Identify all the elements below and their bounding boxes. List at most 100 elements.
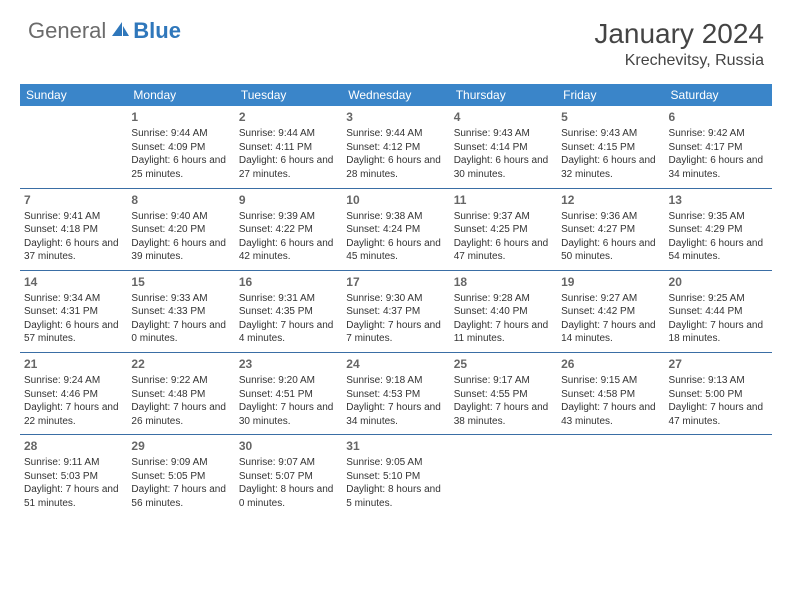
sunrise-line: Sunrise: 9:36 AM — [561, 210, 660, 224]
sunrise-line: Sunrise: 9:05 AM — [346, 456, 445, 470]
calendar-day-cell: 20 Sunrise: 9:25 AMSunset: 4:44 PMDayligh… — [665, 270, 772, 352]
sunset-line: Sunset: 4:44 PM — [669, 305, 768, 319]
calendar-empty-cell — [557, 435, 664, 517]
calendar-day-cell: 2Sunrise: 9:44 AMSunset: 4:11 PMDaylight… — [235, 106, 342, 188]
calendar-day-cell: 18Sunrise: 9:28 AMSunset: 4:40 PMDayligh… — [450, 270, 557, 352]
brand-logo: General Blue — [28, 18, 181, 44]
sunrise-line: Sunrise: 9:30 AM — [346, 292, 445, 306]
sunset-line: Sunset: 4:31 PM — [24, 305, 123, 319]
calendar-day-cell: 15Sunrise: 9:33 AMSunset: 4:33 PMDayligh… — [127, 270, 234, 352]
sunset-line: Sunset: 4:48 PM — [131, 388, 230, 402]
month-title: January 2024 — [594, 18, 764, 50]
daylight-line: Daylight: 6 hours and 39 minutes. — [131, 237, 230, 264]
daylight-line: Daylight: 7 hours and 11 minutes. — [454, 319, 553, 346]
sunrise-line: Sunrise: 9:40 AM — [131, 210, 230, 224]
sunset-line: Sunset: 4:17 PM — [669, 141, 768, 155]
day-number: 20 — [669, 274, 768, 290]
calendar-day-cell: 5Sunrise: 9:43 AMSunset: 4:15 PMDaylight… — [557, 106, 664, 188]
daylight-line: Daylight: 7 hours and 56 minutes. — [131, 483, 230, 510]
sunrise-line: Sunrise: 9:41 AM — [24, 210, 123, 224]
sunset-line: Sunset: 4:58 PM — [561, 388, 660, 402]
sunset-line: Sunset: 4:18 PM — [24, 223, 123, 237]
calendar-day-cell: 22Sunrise: 9:22 AMSunset: 4:48 PMDayligh… — [127, 352, 234, 434]
daylight-line: Daylight: 6 hours and 28 minutes. — [346, 154, 445, 181]
calendar-week-row: 21Sunrise: 9:24 AMSunset: 4:46 PMDayligh… — [20, 352, 772, 434]
day-number: 17 — [346, 274, 445, 290]
calendar-day-cell: 25Sunrise: 9:17 AMSunset: 4:55 PMDayligh… — [450, 352, 557, 434]
calendar-day-cell: 12Sunrise: 9:36 AMSunset: 4:27 PMDayligh… — [557, 188, 664, 270]
sunset-line: Sunset: 4:12 PM — [346, 141, 445, 155]
calendar-week-row: 28Sunrise: 9:11 AMSunset: 5:03 PMDayligh… — [20, 435, 772, 517]
daylight-line: Daylight: 6 hours and 45 minutes. — [346, 237, 445, 264]
calendar-day-cell: 21Sunrise: 9:24 AMSunset: 4:46 PMDayligh… — [20, 352, 127, 434]
calendar-day-cell: 7Sunrise: 9:41 AMSunset: 4:18 PMDaylight… — [20, 188, 127, 270]
day-number: 4 — [454, 109, 553, 125]
day-number: 16 — [239, 274, 338, 290]
daylight-line: Daylight: 7 hours and 14 minutes. — [561, 319, 660, 346]
brand-part1: General — [28, 18, 106, 44]
sunrise-line: Sunrise: 9:27 AM — [561, 292, 660, 306]
sunrise-line: Sunrise: 9:44 AM — [239, 127, 338, 141]
sunrise-line: Sunrise: 9:25 AM — [669, 292, 768, 306]
sunrise-line: Sunrise: 9:42 AM — [669, 127, 768, 141]
sunrise-line: Sunrise: 9:28 AM — [454, 292, 553, 306]
calendar-day-cell: 29Sunrise: 9:09 AMSunset: 5:05 PMDayligh… — [127, 435, 234, 517]
weekday-header: Thursday — [450, 84, 557, 106]
day-number: 30 — [239, 438, 338, 454]
sunrise-line: Sunrise: 9:17 AM — [454, 374, 553, 388]
daylight-line: Daylight: 6 hours and 37 minutes. — [24, 237, 123, 264]
sunset-line: Sunset: 4:35 PM — [239, 305, 338, 319]
sunrise-line: Sunrise: 9:39 AM — [239, 210, 338, 224]
calendar-day-cell: 8 Sunrise: 9:40 AMSunset: 4:20 PMDaylight… — [127, 188, 234, 270]
sunrise-line: Sunrise: 9:37 AM — [454, 210, 553, 224]
sunrise-line: Sunrise: 9:09 AM — [131, 456, 230, 470]
daylight-line: Daylight: 7 hours and 34 minutes. — [346, 401, 445, 428]
calendar-day-cell: 19Sunrise: 9:27 AMSunset: 4:42 PMDayligh… — [557, 270, 664, 352]
day-number: 5 — [561, 109, 660, 125]
calendar-day-cell: 3 Sunrise: 9:44 AMSunset: 4:12 PMDaylight… — [342, 106, 449, 188]
brand-sail-icon — [110, 20, 130, 43]
sunrise-line: Sunrise: 9:31 AM — [239, 292, 338, 306]
daylight-line: Daylight: 7 hours and 18 minutes. — [669, 319, 768, 346]
daylight-line: Daylight: 6 hours and 34 minutes. — [669, 154, 768, 181]
day-number: 12 — [561, 192, 660, 208]
calendar-day-cell: 28Sunrise: 9:11 AMSunset: 5:03 PMDayligh… — [20, 435, 127, 517]
calendar-empty-cell — [20, 106, 127, 188]
header: General Blue January 2024 Krechevitsy, R… — [0, 0, 792, 78]
daylight-line: Daylight: 8 hours and 0 minutes. — [239, 483, 338, 510]
sunrise-line: Sunrise: 9:34 AM — [24, 292, 123, 306]
calendar-day-cell: 31Sunrise: 9:05 AMSunset: 5:10 PMDayligh… — [342, 435, 449, 517]
weekday-header: Sunday — [20, 84, 127, 106]
calendar-day-cell: 6Sunrise: 9:42 AMSunset: 4:17 PMDaylight… — [665, 106, 772, 188]
daylight-line: Daylight: 7 hours and 47 minutes. — [669, 401, 768, 428]
daylight-line: Daylight: 6 hours and 50 minutes. — [561, 237, 660, 264]
day-number: 25 — [454, 356, 553, 372]
weekday-header: Monday — [127, 84, 234, 106]
day-number: 21 — [24, 356, 123, 372]
day-number: 8 — [131, 192, 230, 208]
calendar-empty-cell — [665, 435, 772, 517]
sunset-line: Sunset: 4:53 PM — [346, 388, 445, 402]
calendar-day-cell: 4Sunrise: 9:43 AMSunset: 4:14 PMDaylight… — [450, 106, 557, 188]
calendar-day-cell: 30Sunrise: 9:07 AMSunset: 5:07 PMDayligh… — [235, 435, 342, 517]
sunset-line: Sunset: 4:09 PM — [131, 141, 230, 155]
sunset-line: Sunset: 4:37 PM — [346, 305, 445, 319]
sunrise-line: Sunrise: 9:44 AM — [131, 127, 230, 141]
sunrise-line: Sunrise: 9:22 AM — [131, 374, 230, 388]
sunrise-line: Sunrise: 9:44 AM — [346, 127, 445, 141]
weekday-header: Wednesday — [342, 84, 449, 106]
sunset-line: Sunset: 4:20 PM — [131, 223, 230, 237]
day-number: 22 — [131, 356, 230, 372]
day-number: 3 — [346, 109, 445, 125]
sunrise-line: Sunrise: 9:35 AM — [669, 210, 768, 224]
day-number: 24 — [346, 356, 445, 372]
daylight-line: Daylight: 6 hours and 25 minutes. — [131, 154, 230, 181]
sunset-line: Sunset: 4:11 PM — [239, 141, 338, 155]
calendar-day-cell: 24Sunrise: 9:18 AMSunset: 4:53 PMDayligh… — [342, 352, 449, 434]
daylight-line: Daylight: 7 hours and 7 minutes. — [346, 319, 445, 346]
day-number: 31 — [346, 438, 445, 454]
weekday-header: Tuesday — [235, 84, 342, 106]
sunset-line: Sunset: 4:22 PM — [239, 223, 338, 237]
sunrise-line: Sunrise: 9:15 AM — [561, 374, 660, 388]
day-number: 15 — [131, 274, 230, 290]
